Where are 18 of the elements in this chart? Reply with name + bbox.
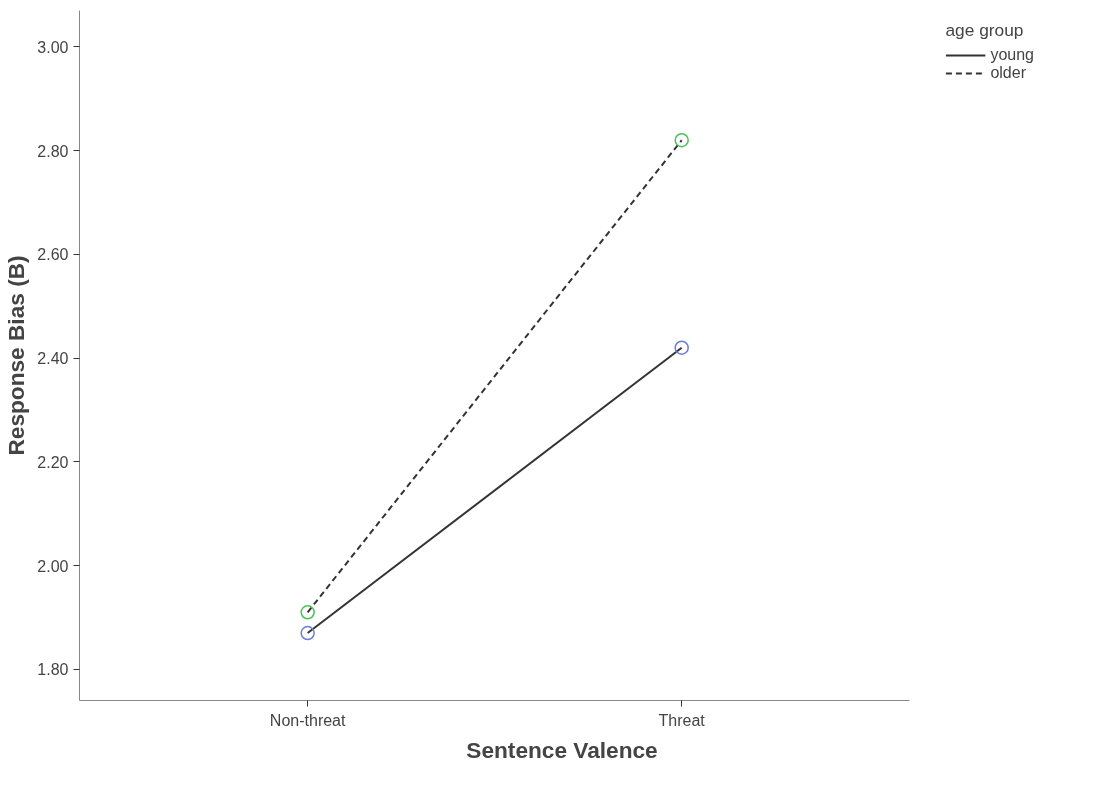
y-tick-label: 2.60 xyxy=(37,246,69,264)
y-tick-label: 1.80 xyxy=(37,661,69,679)
legend-label: older xyxy=(990,64,1026,82)
x-axis-title: Sentence Valence xyxy=(466,736,658,763)
x-tick-label: Non-threat xyxy=(269,711,347,729)
y-tick-label: 2.20 xyxy=(37,453,69,471)
y-axis-title: Response Bias (B) xyxy=(3,255,30,456)
y-tick-label: 3.00 xyxy=(37,38,69,56)
legend-title: age group xyxy=(945,20,1025,41)
point xyxy=(674,132,689,148)
y-tick-label: 2.00 xyxy=(37,557,69,575)
point xyxy=(674,340,689,355)
point xyxy=(300,605,315,620)
point xyxy=(300,625,315,641)
x-tick-label: Threat xyxy=(658,711,706,729)
legend-label: young xyxy=(990,46,1034,64)
y-tick-label: 2.80 xyxy=(37,142,69,160)
y-tick-label: 2.40 xyxy=(37,350,69,368)
